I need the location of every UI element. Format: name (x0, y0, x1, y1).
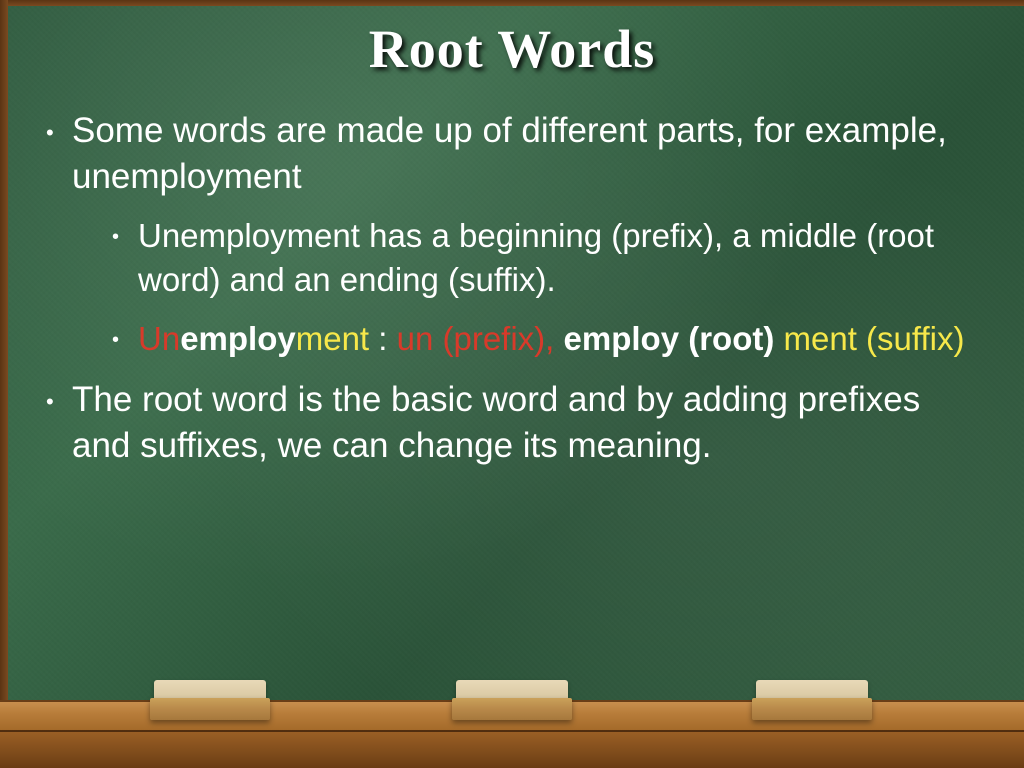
sub-bullet-1: Unemployment has a beginning (prefix), a… (72, 214, 984, 301)
eraser-1 (150, 680, 270, 720)
frame-top (0, 0, 1024, 6)
bullet-1-text: Some words are made up of different part… (72, 111, 947, 196)
eraser-felt (756, 680, 868, 700)
label-suffix: ment (suffix) (774, 320, 964, 357)
sub-bullet-2: Unemployment : un (prefix), employ (root… (72, 317, 984, 361)
word-root-employ: employ (180, 320, 296, 357)
slide-content: Some words are made up of different part… (44, 108, 984, 483)
sub-bullet-list: Unemployment has a beginning (prefix), a… (72, 214, 984, 361)
eraser-3 (752, 680, 872, 720)
eraser-2 (452, 680, 572, 720)
word-prefix-un: Un (138, 320, 180, 357)
frame-left (0, 0, 8, 768)
eraser-wood (452, 698, 572, 720)
eraser-wood (752, 698, 872, 720)
colon-separator: : (369, 320, 397, 357)
bullet-2-text: The root word is the basic word and by a… (72, 380, 920, 465)
sub-bullet-1-text: Unemployment has a beginning (prefix), a… (138, 217, 934, 298)
slide-title: Root Words (0, 18, 1024, 80)
eraser-felt (456, 680, 568, 700)
bullet-list: Some words are made up of different part… (44, 108, 984, 469)
ledge-front (0, 730, 1024, 768)
label-prefix: un (prefix), (397, 320, 555, 357)
bullet-2: The root word is the basic word and by a… (44, 377, 984, 469)
bullet-1: Some words are made up of different part… (44, 108, 984, 361)
eraser-felt (154, 680, 266, 700)
eraser-wood (150, 698, 270, 720)
word-suffix-ment: ment (296, 320, 369, 357)
label-root: employ (root) (554, 320, 774, 357)
